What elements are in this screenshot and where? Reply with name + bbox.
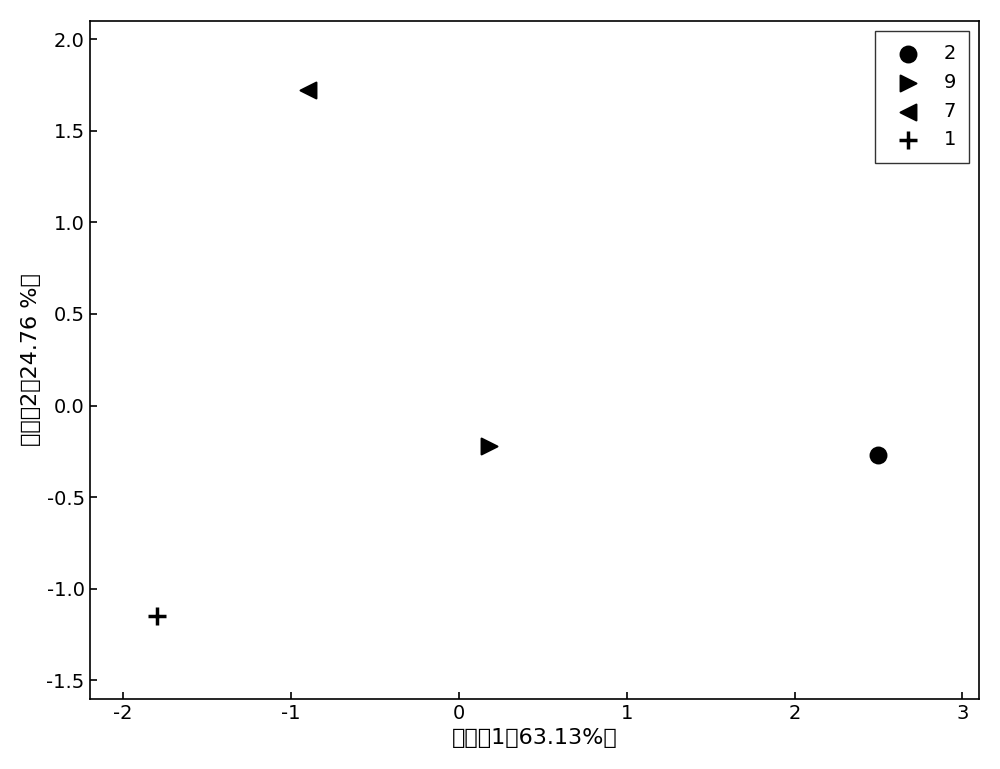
- Y-axis label: 主成分2（24.76 %）: 主成分2（24.76 %）: [21, 273, 41, 446]
- 2: [870, 449, 886, 461]
- X-axis label: 主成分1（63.13%）: 主成分1（63.13%）: [451, 728, 617, 748]
- Legend: 2, 9, 7, 1: 2, 9, 7, 1: [875, 31, 969, 163]
- 9: [481, 440, 497, 452]
- 7: [300, 85, 316, 97]
- 1: [149, 610, 165, 622]
